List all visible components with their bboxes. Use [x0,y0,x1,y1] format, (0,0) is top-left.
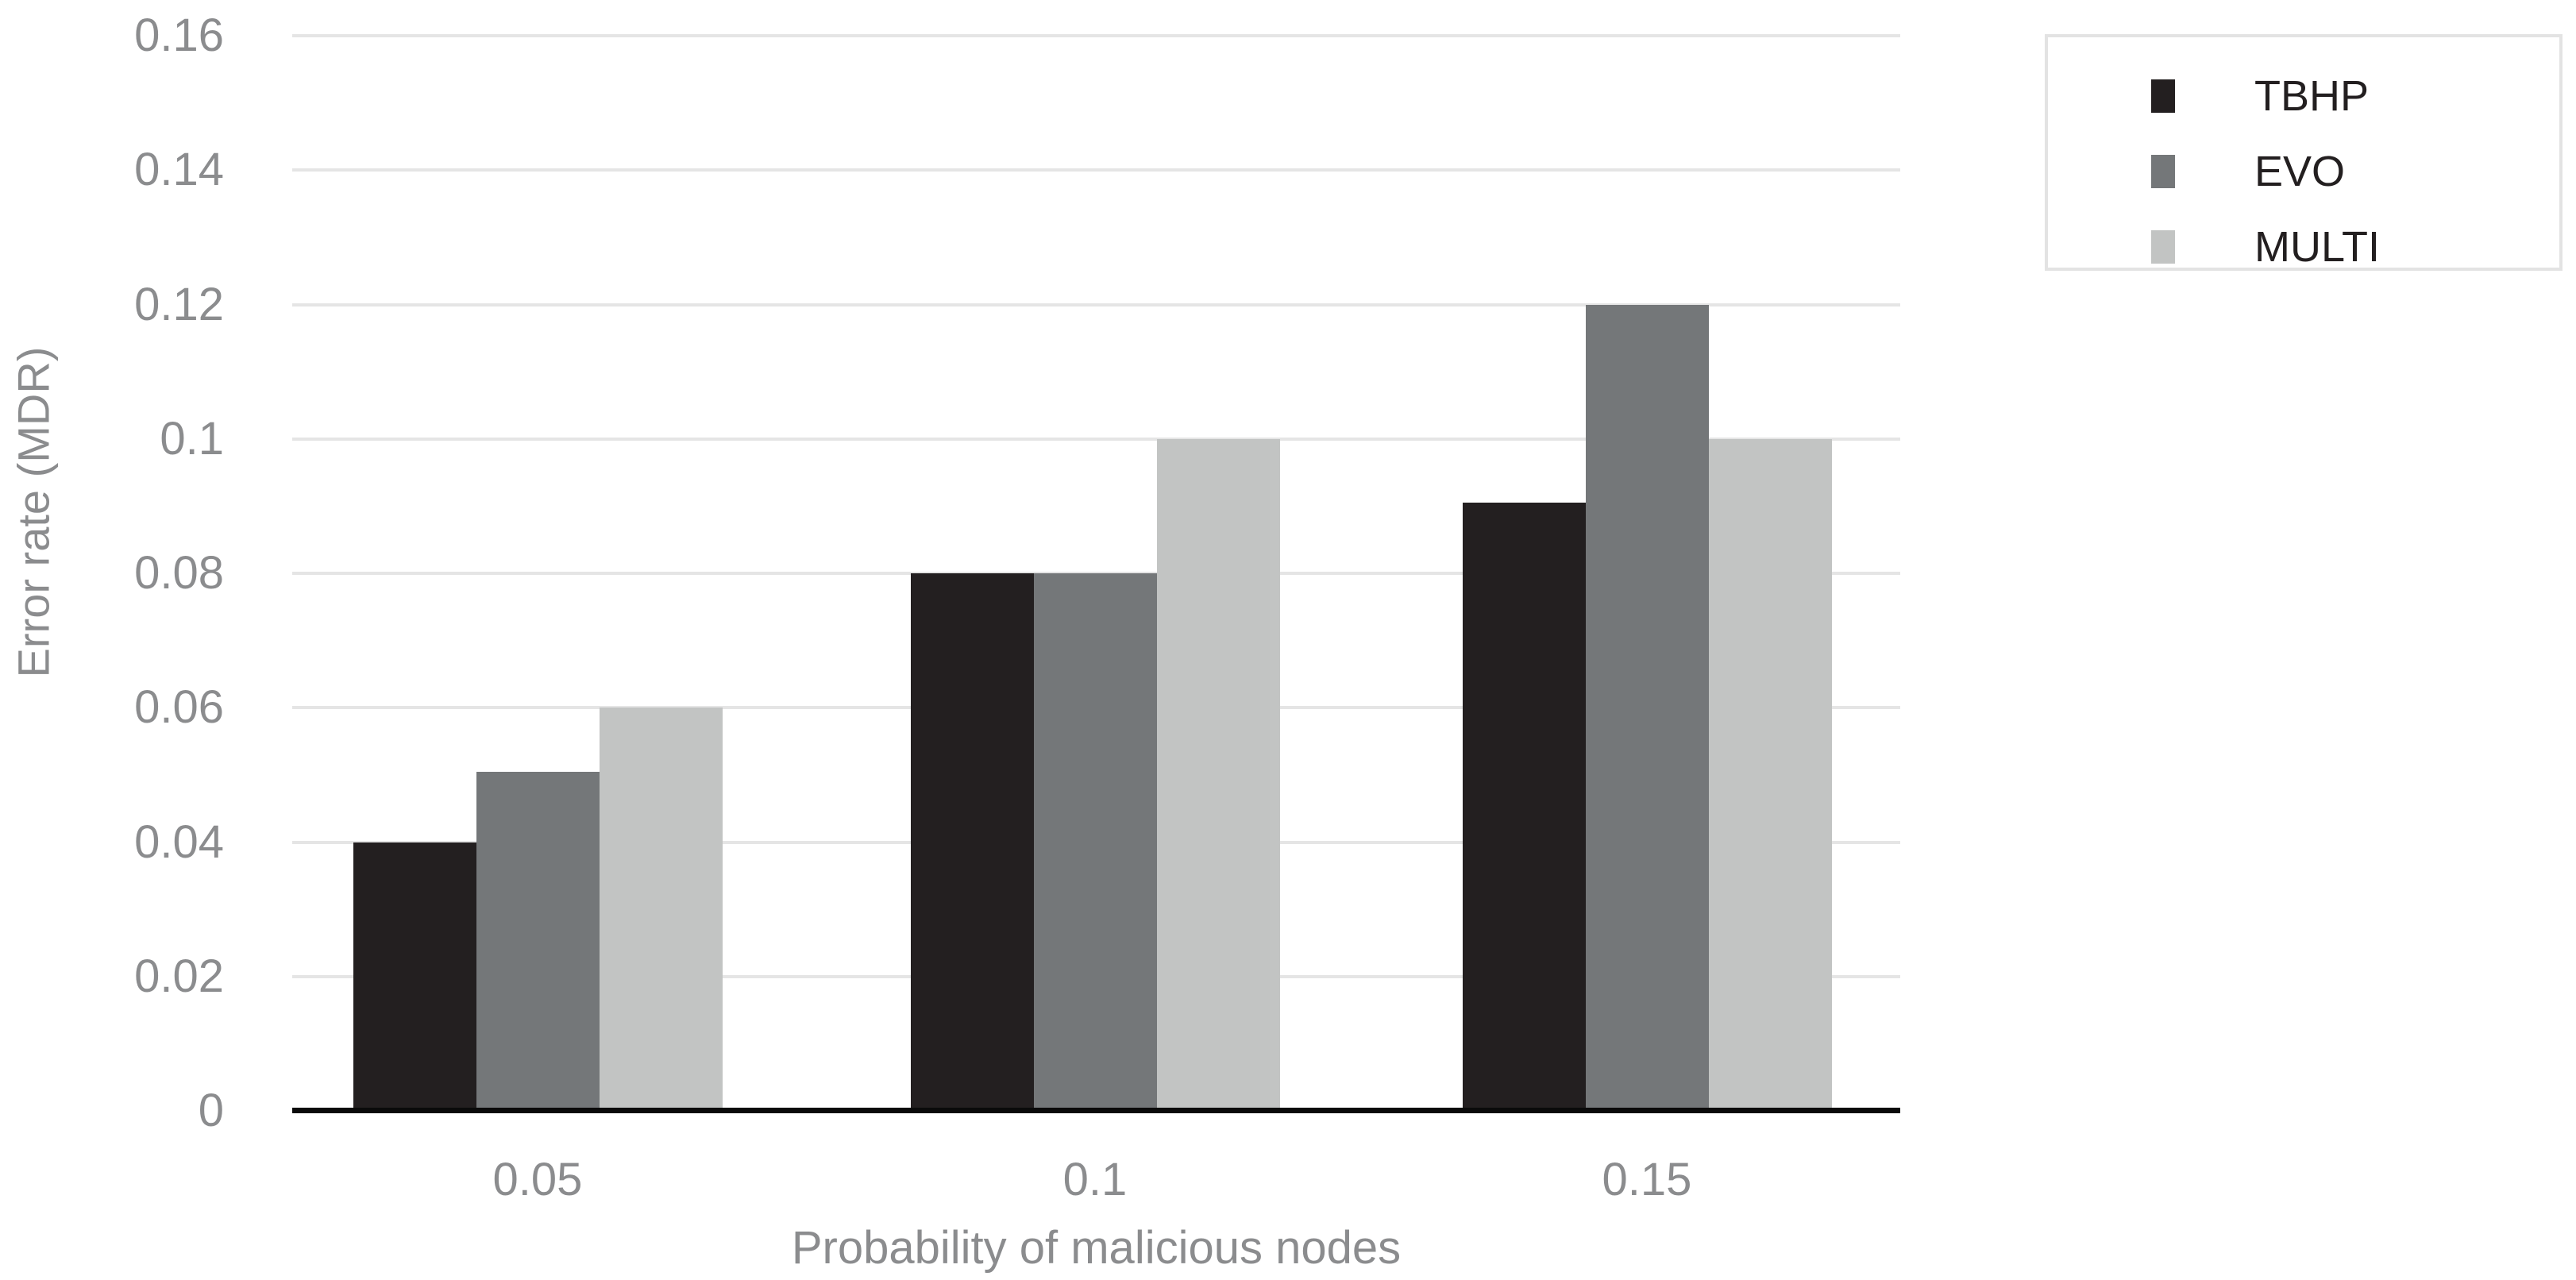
legend-label: EVO [2254,147,2346,195]
bar-multi-0.05 [599,707,723,1111]
x-axis-line [292,1108,1900,1113]
x-tick-label: 0.05 [492,1154,583,1205]
legend: TBHP EVO MULTI [2045,34,2563,271]
x-tick-label: 0.15 [1602,1154,1692,1205]
bar-tbhp-0.1 [910,573,1034,1111]
y-axis-title: Error rate (MDR) [8,346,59,678]
y-tick-label: 0.02 [134,950,224,1002]
bar-multi-0.15 [1708,438,1832,1111]
bar-evo-0.05 [476,771,600,1111]
legend-swatch-tbhp [2151,79,2175,113]
bar-tbhp-0.15 [1462,503,1586,1111]
gridline [292,34,1900,37]
bar-evo-0.15 [1585,304,1709,1111]
bar-multi-0.1 [1156,438,1280,1111]
legend-label: TBHP [2254,71,2370,120]
legend-item-evo: EVO [2048,133,2559,209]
legend-swatch-multi [2151,229,2175,264]
y-tick-label: 0.12 [134,278,224,330]
y-tick-label: 0.06 [134,681,224,734]
y-tick-label: 0.14 [134,144,224,196]
y-tick-label: 0 [198,1085,224,1136]
y-tick-label: 0.08 [134,547,224,599]
legend-label: MULTI [2254,222,2380,271]
plot-area [292,34,1900,1111]
bar-tbhp-0.05 [353,842,476,1111]
legend-swatch-evo [2151,154,2175,188]
x-axis-title: Probability of malicious nodes [791,1222,1402,1274]
bar-evo-0.1 [1033,573,1157,1111]
y-tick-label: 0.1 [160,412,224,465]
legend-item-tbhp: TBHP [2048,58,2559,133]
x-tick-label: 0.1 [1062,1154,1128,1205]
gridline [292,437,1900,441]
gridline [292,303,1900,307]
y-tick-label: 0.04 [134,815,224,868]
gridline [292,168,1900,172]
y-tick-label: 0.16 [134,10,224,61]
legend-item-multi: MULTI [2048,209,2559,284]
